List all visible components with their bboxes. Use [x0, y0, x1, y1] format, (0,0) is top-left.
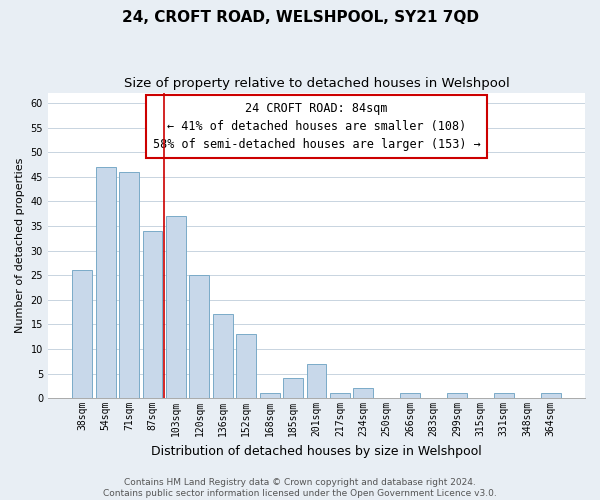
Bar	[283, 378, 303, 398]
Bar	[190, 275, 209, 398]
X-axis label: Distribution of detached houses by size in Welshpool: Distribution of detached houses by size …	[151, 444, 482, 458]
Bar	[400, 393, 420, 398]
Bar	[494, 393, 514, 398]
Bar	[447, 393, 467, 398]
Bar	[307, 364, 326, 398]
Bar	[260, 393, 280, 398]
Y-axis label: Number of detached properties: Number of detached properties	[15, 158, 25, 334]
Bar	[213, 314, 233, 398]
Bar	[73, 270, 92, 398]
Bar	[541, 393, 560, 398]
Text: 24, CROFT ROAD, WELSHPOOL, SY21 7QD: 24, CROFT ROAD, WELSHPOOL, SY21 7QD	[121, 10, 479, 25]
Bar	[96, 167, 116, 398]
Title: Size of property relative to detached houses in Welshpool: Size of property relative to detached ho…	[124, 78, 509, 90]
Bar	[236, 334, 256, 398]
Bar	[330, 393, 350, 398]
Text: 24 CROFT ROAD: 84sqm
← 41% of detached houses are smaller (108)
58% of semi-deta: 24 CROFT ROAD: 84sqm ← 41% of detached h…	[152, 102, 481, 151]
Bar	[353, 388, 373, 398]
Bar	[119, 172, 139, 398]
Bar	[143, 231, 163, 398]
Bar	[166, 216, 186, 398]
Text: Contains HM Land Registry data © Crown copyright and database right 2024.
Contai: Contains HM Land Registry data © Crown c…	[103, 478, 497, 498]
